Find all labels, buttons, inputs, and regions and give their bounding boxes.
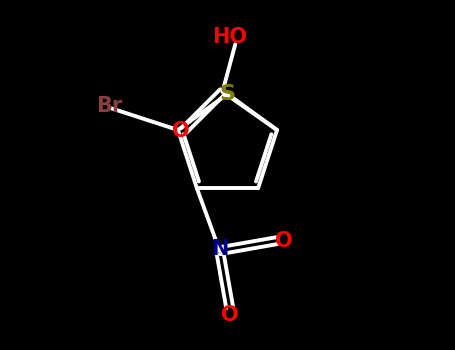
Text: N: N	[211, 239, 228, 259]
Text: S: S	[219, 84, 236, 104]
Text: Br: Br	[96, 96, 122, 116]
Text: O: O	[172, 121, 190, 141]
Text: O: O	[275, 231, 293, 251]
Text: HO: HO	[212, 27, 247, 47]
Text: O: O	[221, 304, 238, 325]
